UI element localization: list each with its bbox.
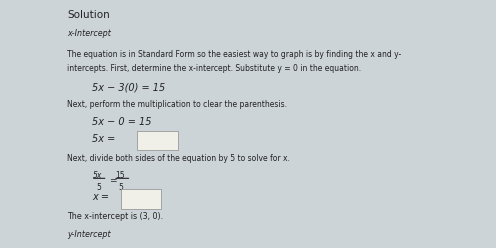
Text: Next, divide both sides of the equation by 5 to solve for x.: Next, divide both sides of the equation …: [67, 154, 290, 163]
Text: 15: 15: [115, 171, 124, 180]
FancyBboxPatch shape: [121, 189, 161, 209]
Text: 5x − 3(0) = 15: 5x − 3(0) = 15: [92, 82, 165, 92]
Text: intercepts. First, determine the x-intercept. Substitute y = 0 in the equation.: intercepts. First, determine the x-inter…: [67, 64, 361, 73]
Text: Solution: Solution: [67, 10, 110, 20]
Text: 5x: 5x: [93, 171, 102, 180]
Text: y-Intercept: y-Intercept: [67, 230, 111, 239]
Text: The equation is in Standard Form so the easiest way to graph is by finding the x: The equation is in Standard Form so the …: [67, 50, 401, 59]
Text: x-Intercept: x-Intercept: [67, 29, 111, 37]
Text: The x-intercept is (3, 0).: The x-intercept is (3, 0).: [67, 212, 163, 221]
Text: 5: 5: [118, 183, 123, 192]
Text: 5x − 0 = 15: 5x − 0 = 15: [92, 117, 151, 127]
Text: x =: x =: [92, 192, 112, 202]
Text: 5: 5: [97, 183, 102, 192]
Text: 5x =: 5x =: [92, 134, 118, 144]
FancyBboxPatch shape: [137, 131, 178, 150]
Text: Next, perform the multiplication to clear the parenthesis.: Next, perform the multiplication to clea…: [67, 100, 287, 109]
Text: =: =: [109, 176, 116, 185]
